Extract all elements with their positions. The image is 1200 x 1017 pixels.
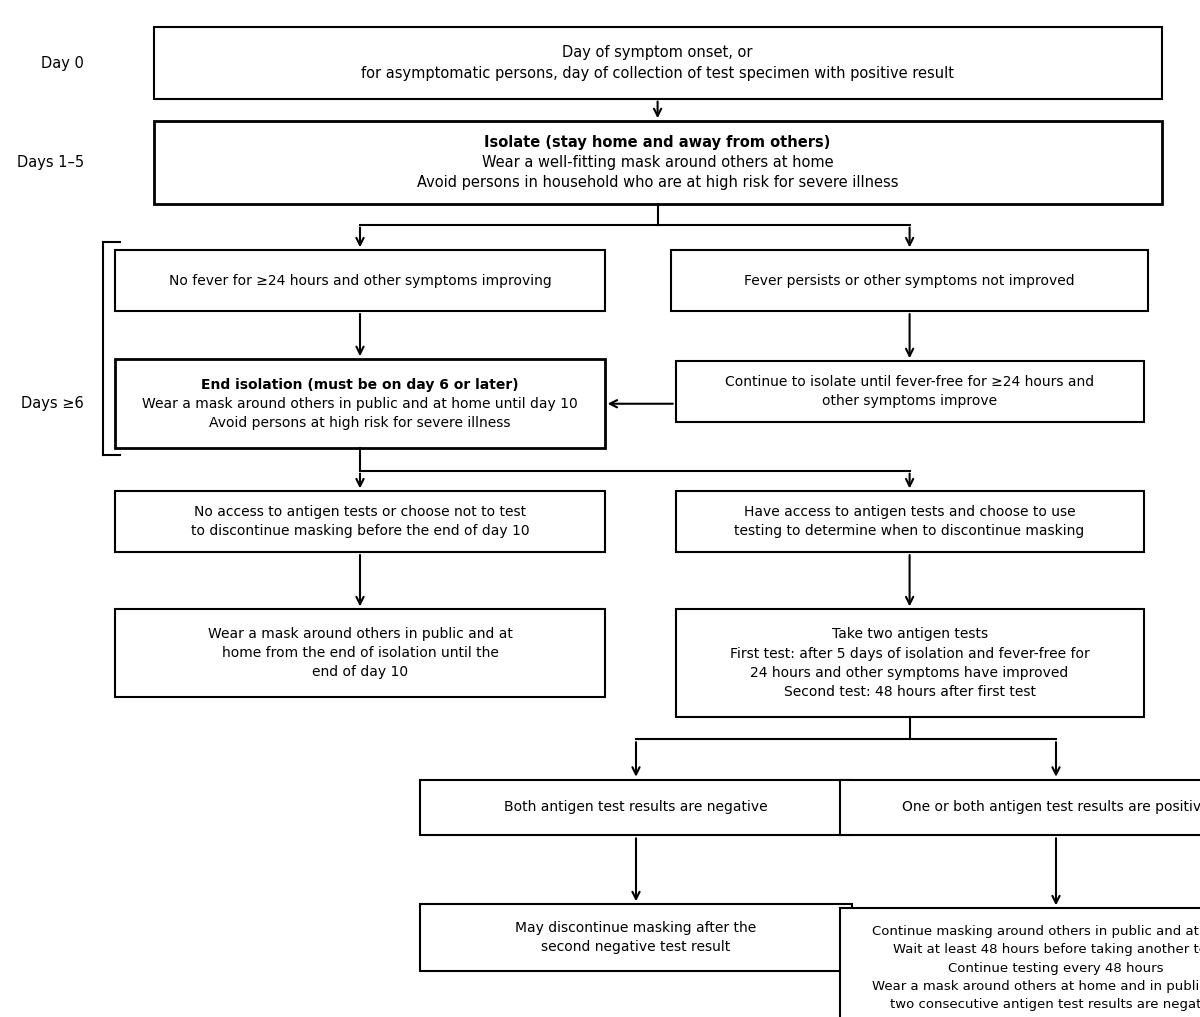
Text: Continue to isolate until fever-free for ≥24 hours and: Continue to isolate until fever-free for… xyxy=(725,375,1094,388)
Bar xyxy=(840,908,1200,1017)
Text: other symptoms improve: other symptoms improve xyxy=(822,395,997,408)
Text: Second test: 48 hours after first test: Second test: 48 hours after first test xyxy=(784,684,1036,699)
Bar xyxy=(115,359,605,448)
Text: testing to determine when to discontinue masking: testing to determine when to discontinue… xyxy=(734,525,1085,538)
Text: Days 1–5: Days 1–5 xyxy=(17,156,84,170)
Text: 24 hours and other symptoms have improved: 24 hours and other symptoms have improve… xyxy=(750,666,1069,679)
Bar xyxy=(840,779,1200,836)
Text: Day 0: Day 0 xyxy=(41,56,84,70)
Text: to discontinue masking before the end of day 10: to discontinue masking before the end of… xyxy=(191,525,529,538)
Bar xyxy=(154,27,1162,99)
Bar xyxy=(420,779,852,836)
Bar xyxy=(676,361,1144,422)
Text: Days ≥6: Days ≥6 xyxy=(22,397,84,411)
Text: Both antigen test results are negative: Both antigen test results are negative xyxy=(504,800,768,815)
Text: Wait at least 48 hours before taking another test: Wait at least 48 hours before taking ano… xyxy=(893,944,1200,956)
Text: First test: after 5 days of isolation and fever-free for: First test: after 5 days of isolation an… xyxy=(730,647,1090,660)
Text: May discontinue masking after the: May discontinue masking after the xyxy=(515,921,757,935)
Text: Continue testing every 48 hours: Continue testing every 48 hours xyxy=(948,962,1164,974)
Text: two consecutive antigen test results are negative: two consecutive antigen test results are… xyxy=(890,998,1200,1011)
Text: Take two antigen tests: Take two antigen tests xyxy=(832,627,988,642)
Bar xyxy=(676,491,1144,552)
Text: Wear a mask around others in public and at: Wear a mask around others in public and … xyxy=(208,626,512,641)
Bar xyxy=(115,250,605,311)
Text: Fever persists or other symptoms not improved: Fever persists or other symptoms not imp… xyxy=(744,274,1075,288)
Text: Wear a well-fitting mask around others at home: Wear a well-fitting mask around others a… xyxy=(481,156,834,170)
Text: Wear a mask around others at home and in public until: Wear a mask around others at home and in… xyxy=(871,980,1200,993)
Text: Have access to antigen tests and choose to use: Have access to antigen tests and choose … xyxy=(744,505,1075,519)
Text: Day of symptom onset, or: Day of symptom onset, or xyxy=(563,46,752,60)
Bar xyxy=(115,609,605,697)
Text: for asymptomatic persons, day of collection of test specimen with positive resul: for asymptomatic persons, day of collect… xyxy=(361,66,954,80)
Text: Avoid persons in household who are at high risk for severe illness: Avoid persons in household who are at hi… xyxy=(416,175,899,190)
Text: No fever for ≥24 hours and other symptoms improving: No fever for ≥24 hours and other symptom… xyxy=(169,274,551,288)
Text: One or both antigen test results are positive: One or both antigen test results are pos… xyxy=(902,800,1200,815)
Text: Avoid persons at high risk for severe illness: Avoid persons at high risk for severe il… xyxy=(209,416,511,430)
Bar xyxy=(676,609,1144,717)
Bar xyxy=(115,491,605,552)
Bar xyxy=(671,250,1148,311)
Bar xyxy=(154,121,1162,204)
Text: Wear a mask around others in public and at home until day 10: Wear a mask around others in public and … xyxy=(142,397,578,411)
Text: home from the end of isolation until the: home from the end of isolation until the xyxy=(222,646,498,660)
Text: End isolation (must be on day 6 or later): End isolation (must be on day 6 or later… xyxy=(202,377,518,392)
Text: end of day 10: end of day 10 xyxy=(312,665,408,679)
Text: Continue masking around others in public and at home: Continue masking around others in public… xyxy=(871,925,1200,939)
Text: No access to antigen tests or choose not to test: No access to antigen tests or choose not… xyxy=(194,505,526,519)
Bar xyxy=(420,904,852,971)
Text: Isolate (stay home and away from others): Isolate (stay home and away from others) xyxy=(485,135,830,151)
Text: second negative test result: second negative test result xyxy=(541,941,731,954)
